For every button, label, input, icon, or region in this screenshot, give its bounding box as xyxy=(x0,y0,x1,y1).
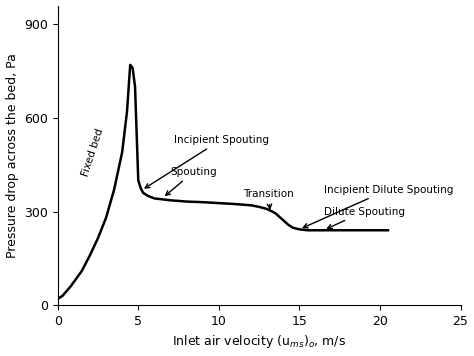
Text: Dilute Spouting: Dilute Spouting xyxy=(324,206,404,229)
Text: Transition: Transition xyxy=(243,189,294,209)
Text: Incipient Spouting: Incipient Spouting xyxy=(145,135,269,188)
Text: Incipient Dilute Spouting: Incipient Dilute Spouting xyxy=(303,185,453,228)
X-axis label: Inlet air velocity (u$_{ms}$)$_o$, m/s: Inlet air velocity (u$_{ms}$)$_o$, m/s xyxy=(172,334,346,350)
Y-axis label: Pressure drop across the bed, Pa: Pressure drop across the bed, Pa xyxy=(6,53,18,258)
Text: Fixed bed: Fixed bed xyxy=(81,127,106,177)
Text: Spouting: Spouting xyxy=(166,167,217,195)
